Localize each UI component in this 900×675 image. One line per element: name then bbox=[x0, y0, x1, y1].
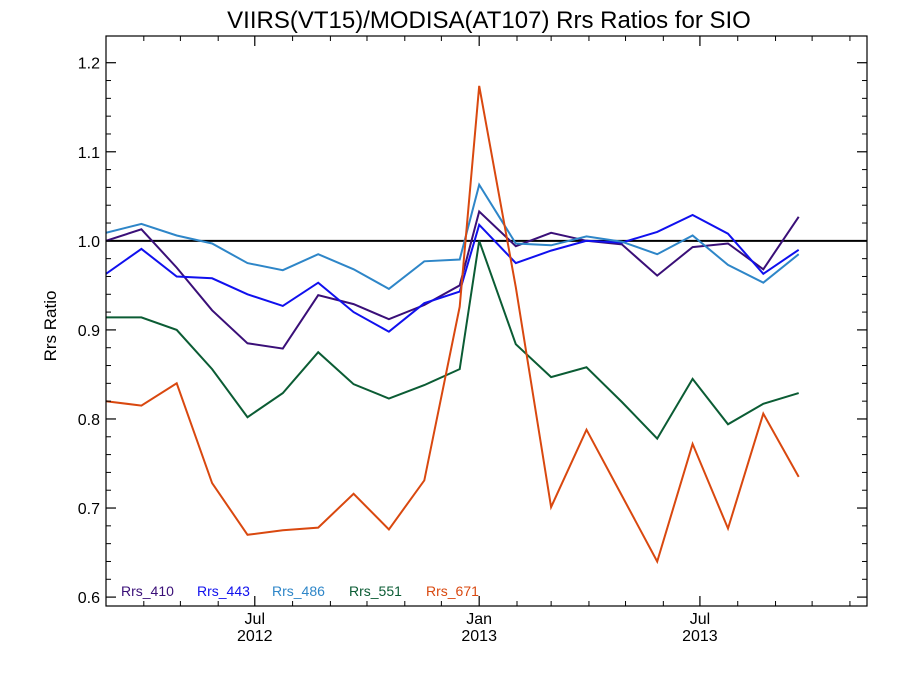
plot-frame bbox=[105, 35, 868, 607]
legend-item-rrs-486: Rrs_486 bbox=[272, 583, 325, 599]
legend: Rrs_410 Rrs_443 Rrs_486 Rrs_551 Rrs_671 bbox=[121, 583, 479, 599]
y-tick-label: 0.7 bbox=[78, 501, 100, 518]
y-tick-label: 1.2 bbox=[78, 56, 100, 73]
legend-item-rrs-671: Rrs_671 bbox=[426, 583, 479, 599]
x-tick-label-month: Jul bbox=[690, 611, 710, 628]
legend-item-rrs-410: Rrs_410 bbox=[121, 583, 174, 599]
legend-item-rrs-443: Rrs_443 bbox=[197, 583, 250, 599]
series-line-rrs-410 bbox=[106, 209, 800, 350]
y-tick-label: 1.1 bbox=[78, 145, 100, 162]
x-tick-label-year: 2012 bbox=[237, 628, 273, 645]
y-tick-label: 0.8 bbox=[78, 412, 100, 429]
plot-area bbox=[106, 85, 867, 565]
y-tick-label: 0.9 bbox=[78, 323, 100, 340]
chart-title: VIIRS(VT15)/MODISA(AT107) Rrs Ratios for… bbox=[227, 7, 751, 34]
y-tick-label: 1.0 bbox=[78, 234, 100, 251]
x-tick-label-year: 2013 bbox=[461, 628, 497, 645]
series-line-rrs-671 bbox=[106, 85, 800, 565]
x-tick-label-month: Jul bbox=[245, 611, 265, 628]
series-line-rrs-551 bbox=[106, 240, 799, 441]
series-group bbox=[106, 85, 800, 565]
y-tick-label: 0.6 bbox=[78, 590, 100, 607]
axes: 0.60.70.80.91.01.11.2Jul2012Jan2013Jul20… bbox=[78, 36, 867, 645]
legend-item-rrs-551: Rrs_551 bbox=[349, 583, 402, 599]
x-tick-label-month: Jan bbox=[466, 611, 492, 628]
series-line-rrs-443 bbox=[106, 213, 800, 333]
series-line-rrs-486 bbox=[106, 182, 800, 291]
x-tick-label-year: 2013 bbox=[682, 628, 718, 645]
y-axis-label: Rrs Ratio bbox=[41, 291, 60, 362]
